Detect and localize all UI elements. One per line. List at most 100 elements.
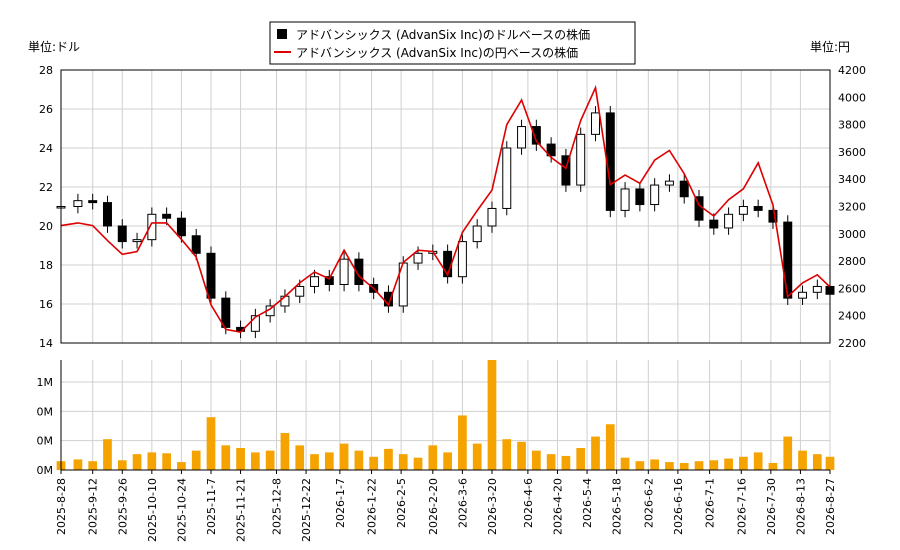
volume-bar	[310, 454, 319, 470]
candle-body	[620, 188, 630, 211]
volume-bar	[236, 448, 245, 470]
candle-body	[147, 213, 157, 241]
volume-bar	[251, 452, 260, 470]
volume-bar	[103, 439, 112, 470]
volume-bar	[324, 452, 334, 470]
x-tick-label: 2025-10-24	[175, 478, 188, 542]
candle-body	[250, 315, 260, 332]
left-unit-label: 単位:ドル	[28, 39, 80, 54]
candle-body	[517, 126, 527, 149]
jpy-price-line	[60, 84, 831, 333]
x-tick-label: 2026-3-20	[486, 478, 499, 535]
volume-bar	[517, 441, 526, 470]
volume-bar	[635, 461, 645, 470]
x-tick-label: 2025-12-22	[300, 478, 313, 542]
y-right-tick-label: 2400	[838, 310, 866, 323]
volume-bar	[502, 439, 512, 470]
x-axis: 2025-8-28 2025-9-12 2025-9-26 2025-10-10 202…	[55, 470, 837, 542]
volume-bar	[753, 452, 763, 470]
volume-bar	[191, 450, 201, 470]
candle-body	[221, 297, 231, 328]
y-right-tick-label: 2600	[838, 282, 866, 295]
legend-jpy-label: アドバンシックス (AdvanSix Inc)の円ベースの株価	[296, 45, 578, 60]
volume-bar	[384, 448, 393, 470]
y-right-tick-label: 4000	[838, 91, 866, 104]
candle-body	[413, 252, 423, 264]
volume-bar	[88, 461, 98, 470]
x-tick-label: 2026-6-2	[642, 478, 655, 528]
candle-body	[679, 180, 689, 198]
volume-bar	[295, 445, 305, 470]
candle-body	[457, 241, 467, 278]
x-tick-label: 2026-5-4	[581, 478, 594, 528]
y-left-tick-label: 24	[39, 142, 53, 155]
volume-bar	[458, 415, 467, 470]
candle-body	[709, 219, 719, 229]
y-right-tick-label: 3400	[838, 173, 866, 186]
candle-body	[783, 221, 793, 299]
x-tick-label: 2026-8-13	[794, 478, 807, 535]
candle-body	[561, 155, 571, 186]
candle-body	[339, 258, 349, 285]
candle-body	[472, 225, 482, 243]
candle-body	[206, 252, 216, 299]
candle-body	[162, 213, 172, 219]
y-right-tick-label: 2200	[838, 337, 866, 350]
candle-body	[191, 235, 201, 254]
x-tick-label: 2026-4-6	[522, 478, 535, 528]
x-tick-label: 2026-5-18	[611, 478, 624, 535]
candle-body	[753, 206, 763, 211]
x-tick-label: 2026-7-1	[704, 478, 717, 528]
x-tick-label: 2026-7-16	[735, 478, 748, 535]
volume-bar	[117, 460, 127, 470]
x-tick-label: 2026-8-27	[824, 478, 837, 535]
volume-bar	[768, 462, 778, 470]
x-tick-label: 2025-9-12	[87, 478, 100, 535]
candle-body	[812, 285, 822, 293]
volume-bar	[280, 433, 290, 470]
x-tick-label: 2026-6-16	[672, 478, 685, 535]
volume-bar	[591, 436, 600, 470]
candle-body	[664, 180, 674, 186]
volume-bar	[576, 448, 586, 470]
price-plot-frame	[60, 69, 831, 344]
candle-body	[117, 225, 127, 243]
x-tick-label: 2025-10-10	[146, 478, 159, 542]
y-right-tick-label: 4200	[838, 64, 866, 77]
volume-bar	[162, 453, 171, 470]
candle-body	[798, 291, 808, 299]
candle-body	[102, 202, 112, 227]
candle-body	[383, 291, 393, 307]
x-tick-label: 2026-7-30	[765, 478, 778, 535]
volume-bar	[339, 443, 349, 470]
volume-bar	[487, 360, 497, 470]
x-tick-label: 2025-9-26	[116, 478, 129, 535]
volume-bar	[783, 436, 793, 470]
y-right-tick-label: 3600	[838, 146, 866, 159]
candle-body	[546, 143, 556, 157]
volume-tick-label: 0M	[37, 405, 54, 418]
candle-body	[768, 209, 778, 223]
y-right-tick-label: 3000	[838, 228, 866, 241]
candle-body	[176, 217, 186, 237]
y-left-tick-label: 14	[39, 337, 53, 350]
x-tick-label: 2025-8-28	[55, 478, 68, 535]
volume-bar	[709, 460, 719, 470]
volume-bar	[472, 443, 482, 470]
candle-body	[502, 147, 512, 209]
volume-bar	[561, 455, 571, 470]
y-right-tick-label: 3200	[838, 201, 866, 214]
volume-tick-label: 0M	[37, 464, 54, 477]
volume-bar	[825, 456, 835, 470]
volume-bar	[369, 456, 379, 470]
volume-bar	[605, 424, 615, 470]
y-left-tick-label: 28	[39, 64, 53, 77]
volume-bar	[132, 454, 142, 470]
volume-panel: 0M 0M 0M 1M	[37, 360, 835, 477]
x-tick-label: 2025-11-21	[235, 478, 248, 542]
candle-body	[591, 112, 600, 135]
legend: アドバンシックス (AdvanSix Inc)のドルベースの株価 アドバンシック…	[269, 21, 636, 65]
right-unit-label: 単位:円	[810, 39, 850, 54]
volume-bar	[694, 461, 704, 470]
volume-bar	[739, 456, 748, 470]
